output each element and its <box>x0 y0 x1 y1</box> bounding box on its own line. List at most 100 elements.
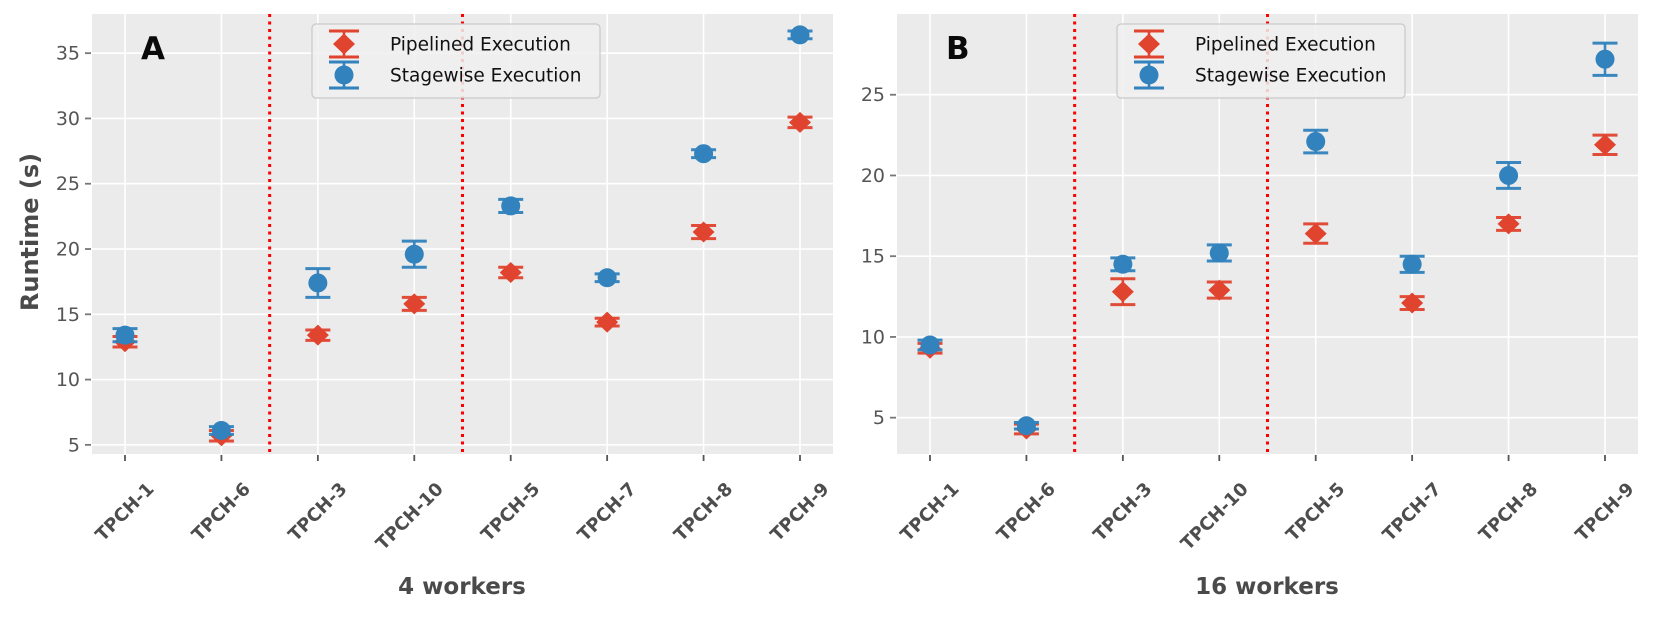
circle-marker <box>694 144 714 164</box>
stagewise-point <box>1110 254 1136 274</box>
stagewise-point <box>1592 41 1618 77</box>
y-tick-label: 10 <box>56 369 80 391</box>
circle-marker <box>597 268 617 288</box>
pipelined-point <box>1592 133 1618 156</box>
legend-label: Stagewise Execution <box>1195 66 1386 87</box>
legend: Pipelined Execution Stagewise Execution <box>1116 23 1406 99</box>
x-tick-label: TPCH-8 <box>670 479 737 546</box>
legend-item-stagewise: Stagewise Execution <box>329 60 581 90</box>
panel-b: 5 10 15 20 25 TPCH-1 TPCH-6 TPCH-3 TPCH-10 TPCH-5… <box>861 14 1639 555</box>
stagewise-execution-series <box>917 41 1618 436</box>
x-axis-label-16-workers: 16 workers <box>1195 574 1339 600</box>
diamond-marker <box>306 324 329 346</box>
diamond-marker <box>1401 292 1424 314</box>
stagewise-point <box>691 144 717 164</box>
y-tick-label: 15 <box>56 304 80 326</box>
x-tick-label: TPCH-5 <box>477 479 544 546</box>
y-tick-label: 35 <box>56 43 80 65</box>
diamond-marker <box>403 293 426 315</box>
circle-marker <box>1595 49 1615 69</box>
legend-diamond-marker <box>333 33 355 55</box>
diamond-marker <box>1111 281 1134 303</box>
pipelined-point <box>1206 279 1232 301</box>
panel-a: 5 10 15 20 25 30 35 TPCH-1 TPCH-6 TPCH-3 TPCH-10 TP… <box>56 14 834 555</box>
panel-letter-a: A <box>141 31 166 67</box>
y-axis-label: Runtime (s) <box>16 152 44 312</box>
stagewise-point <box>498 196 524 216</box>
x-tick-label: TPCH-6 <box>188 479 255 546</box>
legend-item-pipelined: Pipelined Execution <box>1134 29 1376 59</box>
y-tick-label: 30 <box>56 108 80 130</box>
circle-marker <box>404 244 424 264</box>
y-tick-label: 5 <box>68 434 80 456</box>
x-tick-label: TPCH-9 <box>767 479 834 546</box>
stagewise-point <box>1013 416 1039 436</box>
legend: Pipelined Execution Stagewise Execution <box>311 23 601 99</box>
y-tick-label: 20 <box>56 239 80 261</box>
stagewise-point <box>1399 254 1425 274</box>
legend-label: Pipelined Execution <box>1195 35 1376 56</box>
circle-marker <box>1016 416 1036 436</box>
circle-marker <box>1306 132 1326 152</box>
circle-marker <box>1209 243 1229 263</box>
x-tick-label: TPCH-10 <box>1177 479 1253 555</box>
x-tick-label: TPCH-3 <box>1089 479 1156 546</box>
circle-marker <box>308 273 328 293</box>
diamond-marker <box>596 311 619 333</box>
pipelined-point <box>498 262 524 284</box>
stagewise-point <box>1496 161 1522 190</box>
legend-label: Pipelined Execution <box>390 35 571 56</box>
y-tick-label: 25 <box>56 173 80 195</box>
panel-letter-b: B <box>946 31 971 67</box>
circle-marker <box>920 335 940 355</box>
diamond-marker <box>1594 134 1616 156</box>
stagewise-point <box>112 325 138 345</box>
legend-diamond-marker <box>1138 33 1160 55</box>
pipelined-point <box>691 221 717 243</box>
circle-marker <box>501 196 521 216</box>
diamond-marker <box>1304 223 1327 245</box>
x-tick-label: TPCH-3 <box>284 479 351 546</box>
stagewise-point <box>305 267 331 299</box>
x-tick-label: TPCH-7 <box>1379 479 1446 546</box>
circle-marker <box>115 325 135 345</box>
diamond-marker <box>499 262 522 284</box>
y-tick-label: 15 <box>861 246 885 268</box>
diamond-marker <box>1497 213 1520 235</box>
x-tick-label: TPCH-6 <box>993 479 1060 546</box>
pipelined-point <box>305 324 331 346</box>
pipelined-point <box>1399 292 1425 314</box>
legend-box <box>311 23 601 99</box>
legend-box <box>1116 23 1406 99</box>
pipelined-point <box>1303 222 1329 245</box>
stagewise-point <box>917 335 943 355</box>
diamond-marker <box>1208 279 1231 301</box>
x-tick-label: TPCH-8 <box>1475 479 1542 546</box>
pipelined-point <box>401 293 427 315</box>
y-tick-label: 20 <box>861 165 885 187</box>
pipelined-point <box>1110 277 1136 307</box>
x-tick-label: TPCH-5 <box>1282 479 1349 546</box>
pipelined-point <box>1496 213 1522 235</box>
y-tick-label: 25 <box>861 84 885 106</box>
diamond-marker <box>789 111 811 133</box>
legend-circle-marker <box>1139 65 1159 85</box>
circle-marker <box>1402 254 1422 274</box>
x-tick-label: TPCH-9 <box>1572 479 1639 546</box>
stagewise-point <box>208 420 234 440</box>
stagewise-point <box>1303 128 1329 155</box>
x-tick-label: TPCH-10 <box>372 479 448 555</box>
y-tick-label: 10 <box>861 326 885 348</box>
stagewise-point <box>594 268 620 288</box>
legend-label: Stagewise Execution <box>390 66 581 87</box>
x-tick-label: TPCH-7 <box>574 479 641 546</box>
x-tick-label: TPCH-1 <box>92 479 159 546</box>
legend-item-stagewise: Stagewise Execution <box>1134 60 1386 90</box>
legend-circle-marker <box>334 65 354 85</box>
pipelined-point <box>787 111 813 133</box>
stagewise-execution-series <box>112 25 813 440</box>
y-tick-label: 5 <box>873 407 885 429</box>
circle-marker <box>211 420 231 440</box>
